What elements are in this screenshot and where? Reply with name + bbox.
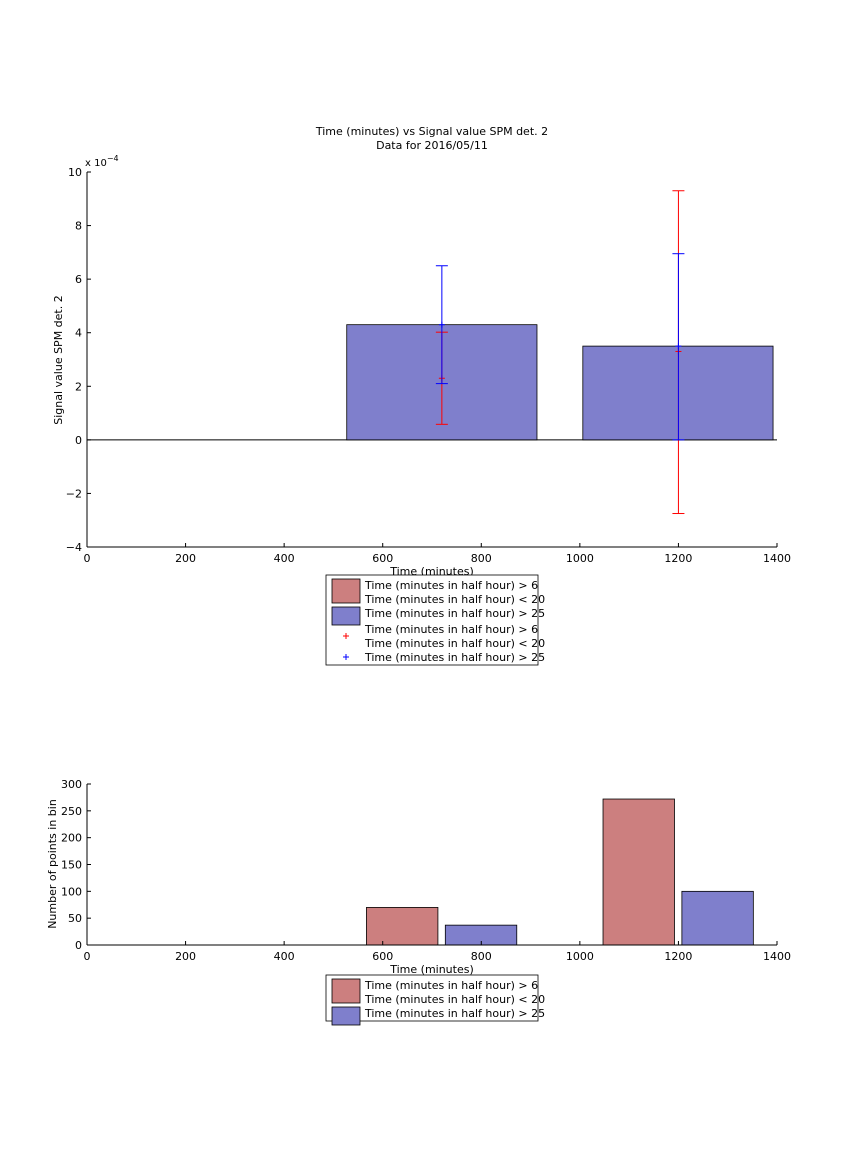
chart0-legend-text-0-1: Time (minutes in half hour) < 20 (364, 593, 545, 606)
chart0-errorbar-3 (672, 253, 685, 441)
chart1-x-tick-label-1: 200 (175, 950, 196, 963)
chart1-bar-0 (366, 907, 439, 946)
chart0-legend-entry-3: Time (minutes in half hour) > 25 (343, 651, 545, 664)
chart0-x-tick-label-2: 400 (274, 552, 295, 565)
chart0-legend-text-2-0: Time (minutes in half hour) > 6 (364, 623, 538, 636)
x-axis-label-bottom: Time (minutes) (389, 963, 474, 976)
chart0-x-tick-label-1: 200 (175, 552, 196, 565)
chart1-legend-text-1-0: Time (minutes in half hour) > 25 (364, 1007, 545, 1020)
chart0-y-tick-label-1: −2 (66, 487, 82, 500)
chart0-legend-text-1-0: Time (minutes in half hour) > 25 (364, 607, 545, 620)
chart0-y-tick-label-5: 6 (75, 273, 82, 286)
chart1-y-tick-label-5: 250 (61, 805, 82, 818)
chart1-legend-text-0-1: Time (minutes in half hour) < 20 (364, 993, 545, 1006)
chart1-x-tick-label-6: 1200 (664, 950, 692, 963)
chart1-y-tick-label-2: 100 (61, 885, 82, 898)
chart1-legend (325, 974, 539, 1022)
y-axis-label: Signal value SPM det. 2 (52, 295, 65, 425)
top-chart: Time (minutes) vs Signal value SPM det. … (52, 125, 791, 666)
chart0-y-tick-label-0: −4 (66, 541, 82, 554)
chart0-y-tick-label-4: 4 (75, 327, 82, 340)
chart1-legend-entry-1: Time (minutes in half hour) > 25 (331, 1006, 545, 1026)
bottom-chart: Time (minutes) Number of points in bin 0… (46, 778, 791, 1026)
chart1-y-tick-label-3: 150 (61, 859, 82, 872)
chart0-x-tick-label-3: 600 (372, 552, 393, 565)
chart0-x-tick-label-5: 1000 (566, 552, 594, 565)
chart1-x-tick-label-5: 1000 (566, 950, 594, 963)
chart0-legend (325, 574, 539, 666)
chart0-legend-text-0-0: Time (minutes in half hour) > 6 (364, 579, 538, 592)
chart0-x-tick-label-7: 1400 (763, 552, 791, 565)
chart1-x-tick-label-7: 1400 (763, 950, 791, 963)
chart1-x-tick-label-0: 0 (84, 950, 91, 963)
chart1-y-tick-label-4: 200 (61, 832, 82, 845)
chart-subtitle: Data for 2016/05/11 (376, 139, 488, 152)
chart0-y-tick-label-2: 0 (75, 434, 82, 447)
chart0-legend-entry-1: Time (minutes in half hour) > 25 (331, 606, 545, 626)
chart1-x-tick-label-2: 400 (274, 950, 295, 963)
y-exponent-base: x 10 (85, 158, 107, 169)
chart0-legend-text-3-0: Time (minutes in half hour) > 25 (364, 651, 545, 664)
y-exponent-power: −4 (107, 154, 119, 163)
chart1-bar-2 (602, 798, 675, 946)
chart1-y-tick-label-6: 300 (61, 778, 82, 791)
chart1-bar-3 (681, 890, 754, 946)
chart0-legend-text-2-1: Time (minutes in half hour) < 20 (364, 637, 545, 650)
chart0-y-tick-label-6: 8 (75, 220, 82, 233)
chart0-x-tick-label-4: 800 (471, 552, 492, 565)
chart0-y-tick-label-7: 10 (68, 166, 82, 179)
chart1-y-tick-label-0: 0 (75, 939, 82, 952)
chart0-x-tick-label-0: 0 (84, 552, 91, 565)
chart-title: Time (minutes) vs Signal value SPM det. … (315, 125, 548, 138)
y-axis-label-bottom: Number of points in bin (46, 799, 59, 929)
chart1-legend-text-0-0: Time (minutes in half hour) > 6 (364, 979, 538, 992)
chart1-x-tick-label-4: 800 (471, 950, 492, 963)
y-exponent-label: x 10−4 (85, 154, 119, 169)
chart0-errorbar-1 (435, 265, 448, 385)
chart1-x-tick-label-3: 600 (372, 950, 393, 963)
chart1-y-tick-label-1: 50 (68, 912, 82, 925)
chart0-y-tick-label-3: 2 (75, 380, 82, 393)
chart0-x-tick-label-6: 1200 (664, 552, 692, 565)
